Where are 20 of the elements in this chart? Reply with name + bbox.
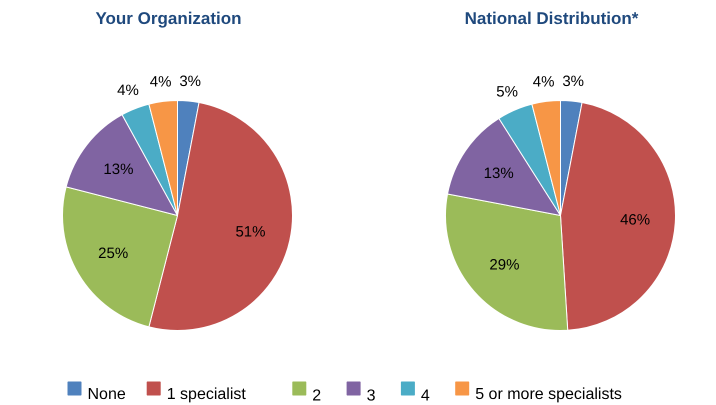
data-label: 3% — [179, 73, 202, 90]
chart-title: Your Organization — [95, 9, 242, 28]
data-label: 3% — [562, 73, 584, 90]
data-label: 5% — [496, 84, 518, 101]
legend-label: None — [88, 386, 126, 403]
data-label: 4% — [117, 82, 139, 99]
data-label: 51% — [235, 223, 266, 240]
data-label: 29% — [489, 256, 520, 274]
data-label: 46% — [620, 212, 650, 229]
data-label: 25% — [98, 245, 128, 262]
data-label: 4% — [150, 74, 172, 91]
chart-title: National Distribution* — [464, 9, 639, 28]
legend-label: 1 specialist — [166, 386, 246, 403]
data-label: 13% — [103, 161, 134, 178]
legend-label: 3 — [366, 388, 376, 404]
legend-label: 2 — [312, 388, 322, 404]
legend-label: 5 or more specialists — [475, 386, 622, 403]
data-label: 4% — [532, 74, 554, 91]
data-label: 13% — [484, 164, 514, 182]
legend-label: 4 — [420, 388, 430, 404]
